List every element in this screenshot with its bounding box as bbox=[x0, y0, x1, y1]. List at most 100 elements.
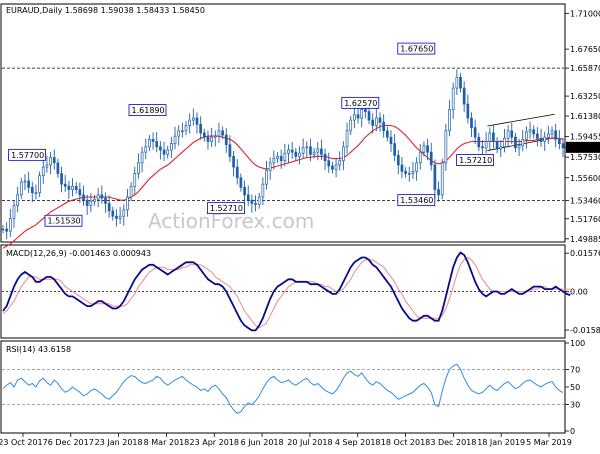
price-candle bbox=[415, 157, 418, 181]
price-candle bbox=[495, 137, 499, 154]
candle-body bbox=[345, 130, 349, 148]
price-candle bbox=[93, 194, 96, 206]
candle-body bbox=[235, 166, 239, 179]
candle-body bbox=[1, 228, 5, 231]
price-candle bbox=[202, 128, 206, 142]
x-tick-label: 18 Oct 2018 bbox=[381, 438, 430, 447]
price-annotation: 1.57210 bbox=[456, 154, 495, 166]
price-candle bbox=[276, 152, 279, 163]
price-candle bbox=[115, 209, 118, 227]
candle-body bbox=[74, 185, 78, 190]
price-candle bbox=[19, 177, 23, 200]
candle-body bbox=[206, 136, 210, 142]
candle-body bbox=[382, 121, 386, 132]
candle-body bbox=[429, 151, 433, 166]
price-candle bbox=[404, 167, 407, 178]
candle-body bbox=[122, 209, 126, 217]
price-candle bbox=[418, 144, 422, 170]
price-candle bbox=[283, 143, 287, 167]
price-candle bbox=[488, 127, 492, 151]
candle-body bbox=[184, 125, 188, 132]
price-candle bbox=[232, 150, 235, 177]
price-tick-label: 1.67650 bbox=[570, 45, 600, 54]
price-candle bbox=[422, 141, 426, 157]
candle-body bbox=[356, 114, 360, 119]
candle-body bbox=[34, 192, 38, 194]
price-candle bbox=[382, 114, 386, 138]
price-candle bbox=[323, 148, 327, 171]
price-candle bbox=[159, 141, 162, 160]
candle-body bbox=[85, 199, 89, 206]
price-candle bbox=[437, 181, 440, 202]
candle-body bbox=[19, 181, 23, 196]
candle-body bbox=[239, 177, 243, 188]
candle-body bbox=[202, 132, 206, 138]
price-candle bbox=[155, 132, 159, 153]
candle-body bbox=[12, 205, 16, 219]
candle-body bbox=[407, 173, 411, 175]
price-candle bbox=[331, 161, 334, 174]
annotation-text: 1.52710 bbox=[210, 204, 243, 213]
candle-body bbox=[393, 143, 396, 156]
candle-body bbox=[499, 146, 503, 150]
candle-body bbox=[217, 130, 221, 137]
candle-body bbox=[338, 160, 342, 166]
price-candle bbox=[400, 156, 404, 179]
candle-body bbox=[268, 162, 272, 171]
price-candle bbox=[316, 142, 320, 161]
x-tick-label: 23 Oct 2017 bbox=[0, 438, 48, 447]
candle-body bbox=[517, 145, 521, 149]
price-candle bbox=[41, 160, 45, 184]
candle-body bbox=[528, 129, 532, 133]
price-tick-label: 1.59455 bbox=[570, 133, 600, 142]
candle-body bbox=[477, 136, 481, 148]
price-candle bbox=[301, 138, 305, 159]
price-candle bbox=[85, 194, 89, 215]
moving-average-line bbox=[2, 124, 564, 249]
candle-body bbox=[532, 129, 536, 135]
annotation-box bbox=[206, 202, 245, 215]
current-price-box bbox=[566, 141, 600, 153]
macd-tick-label: 0.00 bbox=[570, 288, 588, 297]
candle-body bbox=[462, 87, 466, 105]
candle-body bbox=[67, 185, 71, 190]
price-tick-label: 1.63250 bbox=[570, 92, 600, 101]
candle-body bbox=[148, 138, 151, 148]
candle-body bbox=[451, 87, 455, 110]
candle-body bbox=[30, 187, 34, 194]
macd-tick-label: -0.015834 bbox=[570, 326, 600, 335]
price-tick-label: 1.53460 bbox=[570, 197, 600, 206]
price-candle bbox=[63, 174, 67, 192]
price-candle bbox=[38, 171, 41, 198]
candle-body bbox=[41, 166, 45, 176]
rsi-tick-label: 70 bbox=[570, 365, 580, 374]
candle-body bbox=[396, 155, 400, 166]
price-candle bbox=[477, 132, 481, 152]
candle-body bbox=[195, 117, 199, 125]
candle-body bbox=[422, 145, 426, 153]
candle-body bbox=[470, 117, 473, 128]
price-candle bbox=[133, 166, 137, 195]
price-candle bbox=[312, 147, 316, 159]
price-candle bbox=[561, 138, 565, 158]
candle-body bbox=[550, 130, 554, 135]
price-candle bbox=[199, 116, 202, 140]
candle-body bbox=[60, 173, 63, 185]
candle-body bbox=[374, 117, 378, 126]
price-candle bbox=[261, 177, 265, 206]
candle-body bbox=[162, 149, 166, 155]
candle-body bbox=[400, 164, 404, 172]
price-candle bbox=[206, 130, 210, 150]
price-candle bbox=[96, 188, 100, 208]
price-candle bbox=[521, 129, 525, 152]
price-candle bbox=[239, 173, 243, 192]
price-candle bbox=[389, 130, 393, 152]
candle-body bbox=[448, 109, 451, 132]
candle-body bbox=[484, 141, 488, 149]
candle-body bbox=[521, 138, 525, 147]
price-candle bbox=[451, 82, 455, 119]
price-candle bbox=[547, 125, 550, 145]
candle-body bbox=[287, 149, 290, 154]
candle-body bbox=[16, 194, 19, 206]
candle-body bbox=[155, 141, 159, 148]
